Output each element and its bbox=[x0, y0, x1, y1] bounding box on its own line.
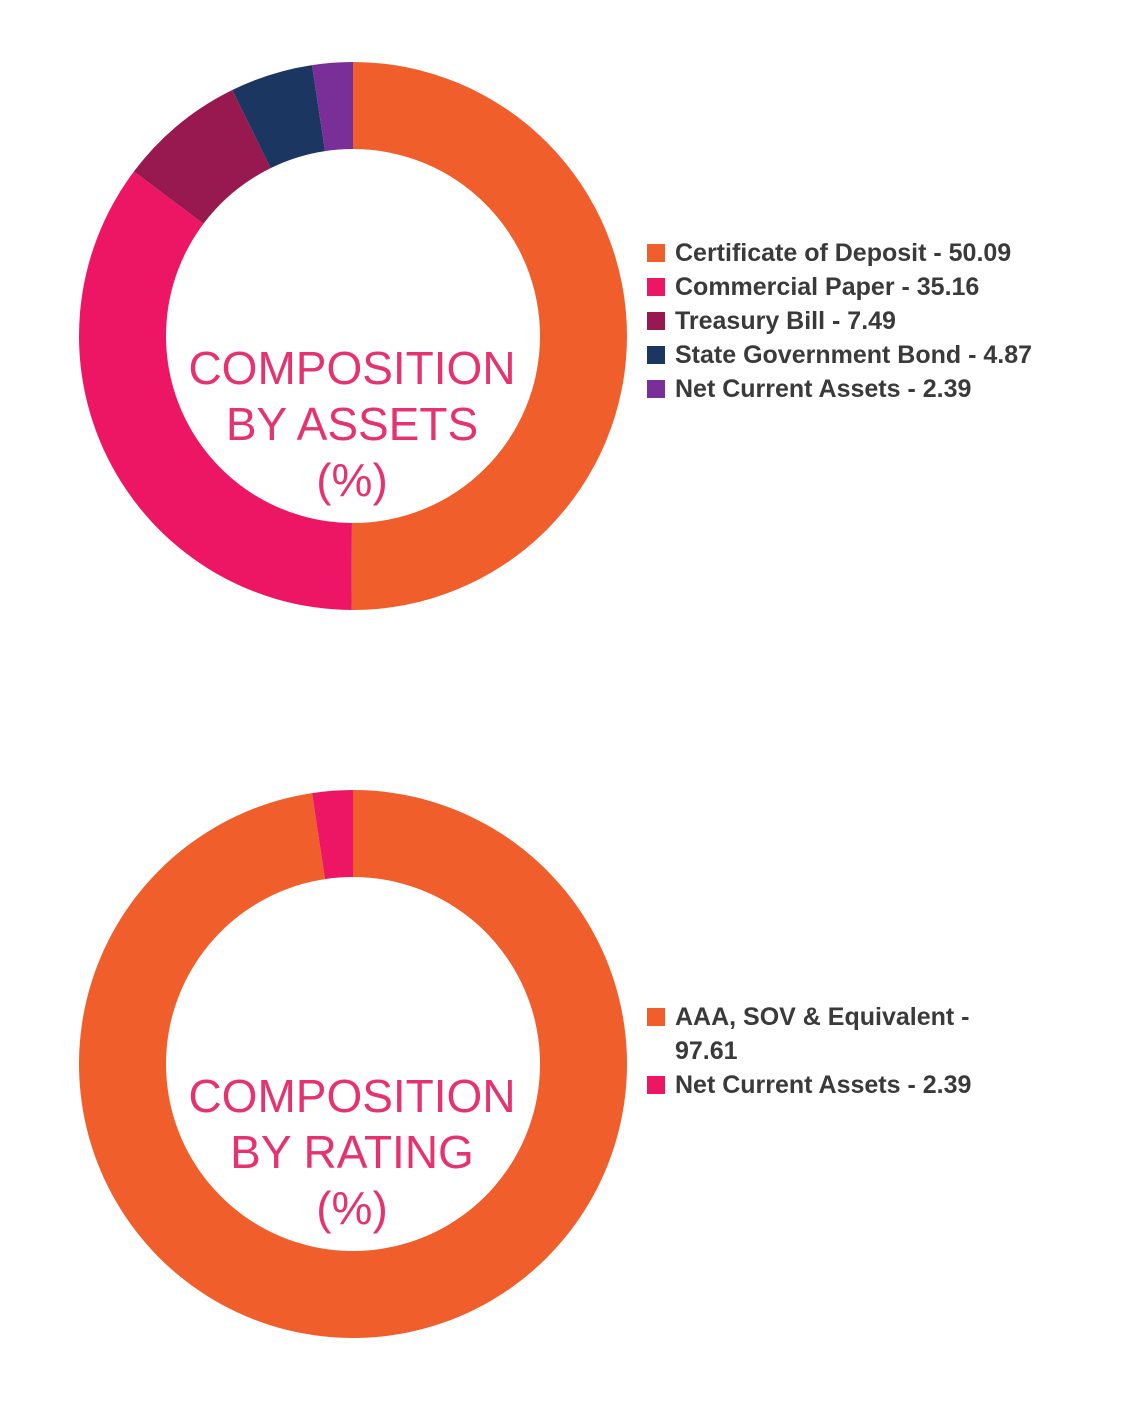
legend-label: Commercial Paper - 35.16 bbox=[675, 273, 980, 301]
legend-item-state-government-bond: State Government Bond - 4.87 bbox=[647, 338, 1067, 372]
donut-slice-treasury-bill bbox=[133, 90, 271, 224]
legend-swatch bbox=[647, 1008, 665, 1026]
donut-slice-net-current-assets bbox=[312, 790, 353, 880]
legend-item-aaa-sov-equivalent: AAA, SOV & Equivalent - 97.61 bbox=[647, 1000, 1007, 1068]
composition-by-rating-chart: COMPOSITION BY RATING (%) AAA, SOV & Equ… bbox=[0, 700, 1121, 1412]
legend-item-certificate-of-deposit: Certificate of Deposit - 50.09 bbox=[647, 236, 1067, 270]
donut-slice-state-government-bond bbox=[232, 65, 326, 169]
legend-label: Net Current Assets - 2.39 bbox=[675, 1071, 972, 1099]
legend-label: State Government Bond - 4.87 bbox=[675, 341, 1033, 369]
legend-item-treasury-bill: Treasury Bill - 7.49 bbox=[647, 304, 1067, 338]
legend-swatch bbox=[647, 380, 665, 398]
legend-label: Net Current Assets - 2.39 bbox=[675, 375, 972, 403]
legend-item-net-current-assets: Net Current Assets - 2.39 bbox=[647, 1068, 1007, 1102]
donut-slice-certificate-of-deposit bbox=[351, 62, 627, 610]
assets-title-line-2: BY ASSETS bbox=[225, 398, 479, 450]
donut-slice-aaa-sov-equivalent bbox=[78, 790, 627, 1338]
legend-label: Treasury Bill - 7.49 bbox=[675, 307, 896, 335]
legend-label: Certificate of Deposit - 50.09 bbox=[675, 239, 1012, 267]
legend-swatch bbox=[647, 244, 665, 262]
assets-center-title: COMPOSITION BY ASSETS (%) bbox=[152, 340, 552, 508]
legend-item-commercial-paper: Commercial Paper - 35.16 bbox=[647, 270, 1067, 304]
legend-swatch bbox=[647, 278, 665, 296]
assets-title-line-1: COMPOSITION bbox=[188, 342, 516, 394]
donut-slice-net-current-assets bbox=[312, 62, 353, 152]
assets-legend: Certificate of Deposit - 50.09 Commercia… bbox=[647, 236, 1067, 406]
rating-center-title: COMPOSITION BY RATING (%) bbox=[152, 1068, 552, 1236]
legend-item-net-current-assets: Net Current Assets - 2.39 bbox=[647, 372, 1067, 406]
assets-title-line-3: (%) bbox=[316, 454, 388, 506]
rating-title-line-3: (%) bbox=[316, 1182, 388, 1234]
assets-donut bbox=[78, 62, 627, 610]
legend-label: AAA, SOV & Equivalent - 97.61 bbox=[675, 1003, 970, 1065]
rating-donut bbox=[78, 790, 627, 1338]
donut-slice-commercial-paper bbox=[78, 171, 352, 610]
rating-legend: AAA, SOV & Equivalent - 97.61 Net Curren… bbox=[647, 1000, 1007, 1102]
rating-title-line-1: COMPOSITION bbox=[188, 1070, 516, 1122]
legend-swatch bbox=[647, 312, 665, 330]
rating-title-line-2: BY RATING bbox=[230, 1126, 474, 1178]
composition-by-assets-chart: COMPOSITION BY ASSETS (%) Certificate of… bbox=[0, 0, 1121, 700]
legend-swatch bbox=[647, 346, 665, 364]
legend-swatch bbox=[647, 1076, 665, 1094]
